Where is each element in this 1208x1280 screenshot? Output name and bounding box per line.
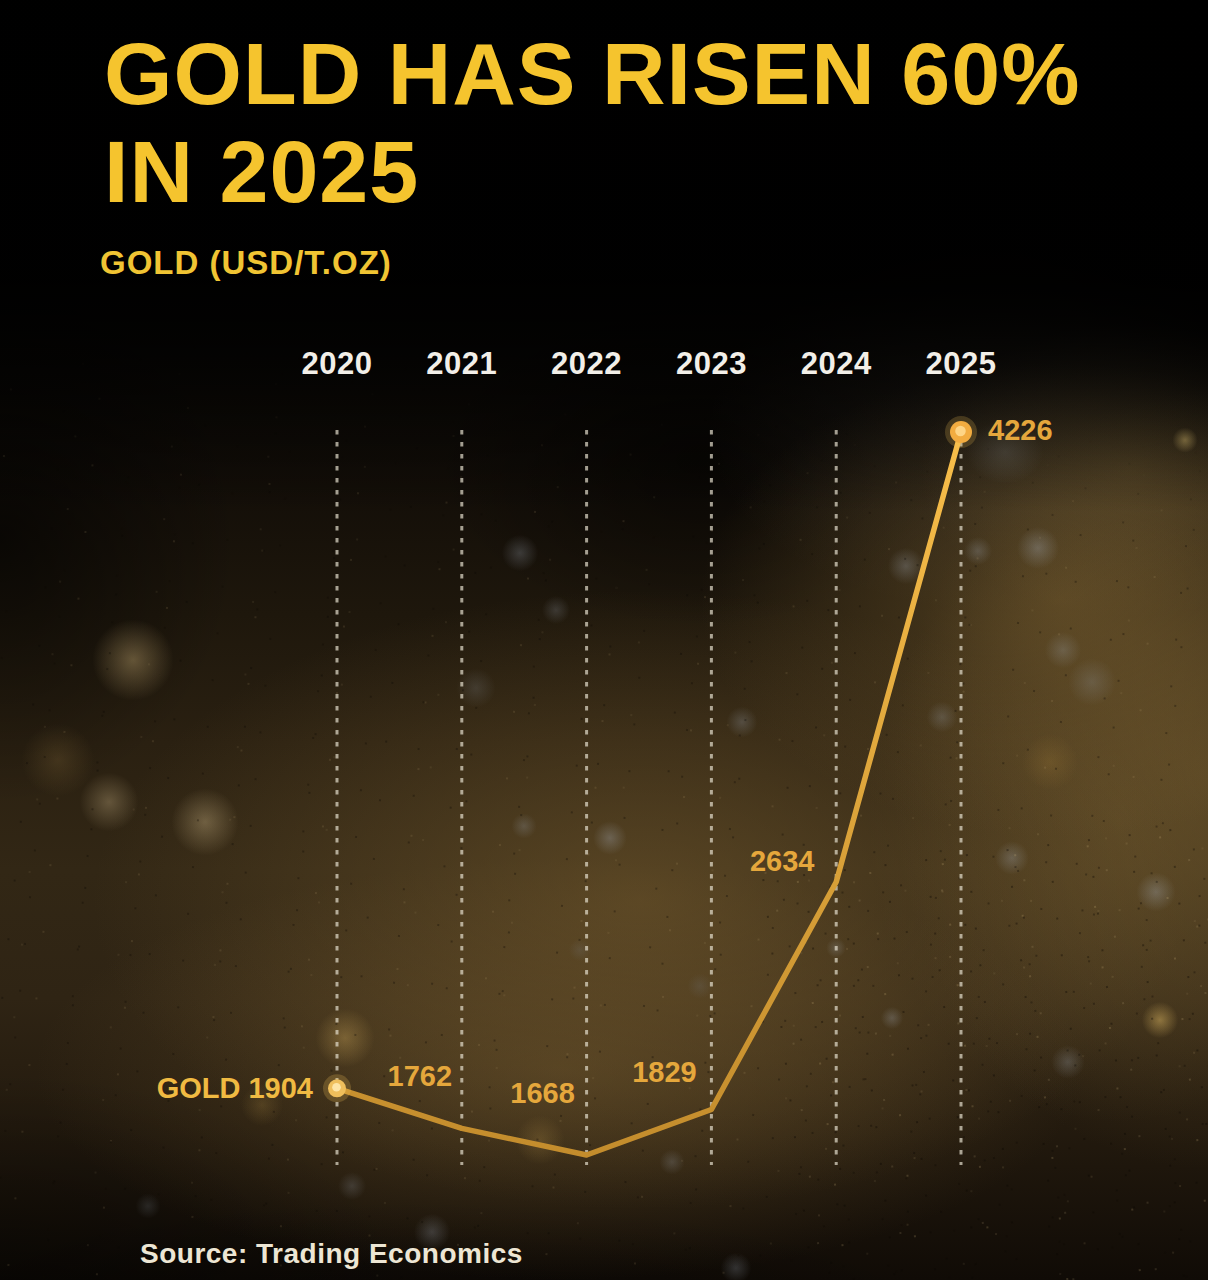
value-label-2022: 1668: [510, 1077, 575, 1110]
value-label-2024: 2634: [750, 844, 815, 877]
data-point-highlight-2020: [332, 1083, 341, 1092]
value-label-2023: 1829: [632, 1056, 697, 1089]
value-label-2021: 1762: [388, 1060, 453, 1093]
year-label-2020: 2020: [302, 346, 373, 382]
gold-price-line: [337, 432, 961, 1155]
year-label-2023: 2023: [676, 346, 747, 382]
value-label-2025: 4226: [988, 413, 1053, 446]
year-label-2025: 2025: [926, 346, 997, 382]
value-label-2020: GOLD 1904: [157, 1072, 313, 1105]
source-credit: Source: Trading Economics: [140, 1238, 523, 1270]
data-point-highlight-2025: [955, 426, 966, 437]
infographic-root: GOLD HAS RISEN 60% IN 2025 GOLD (USD/T.O…: [0, 0, 1208, 1280]
year-label-2021: 2021: [426, 346, 497, 382]
year-label-2024: 2024: [801, 346, 872, 382]
year-label-2022: 2022: [551, 346, 622, 382]
